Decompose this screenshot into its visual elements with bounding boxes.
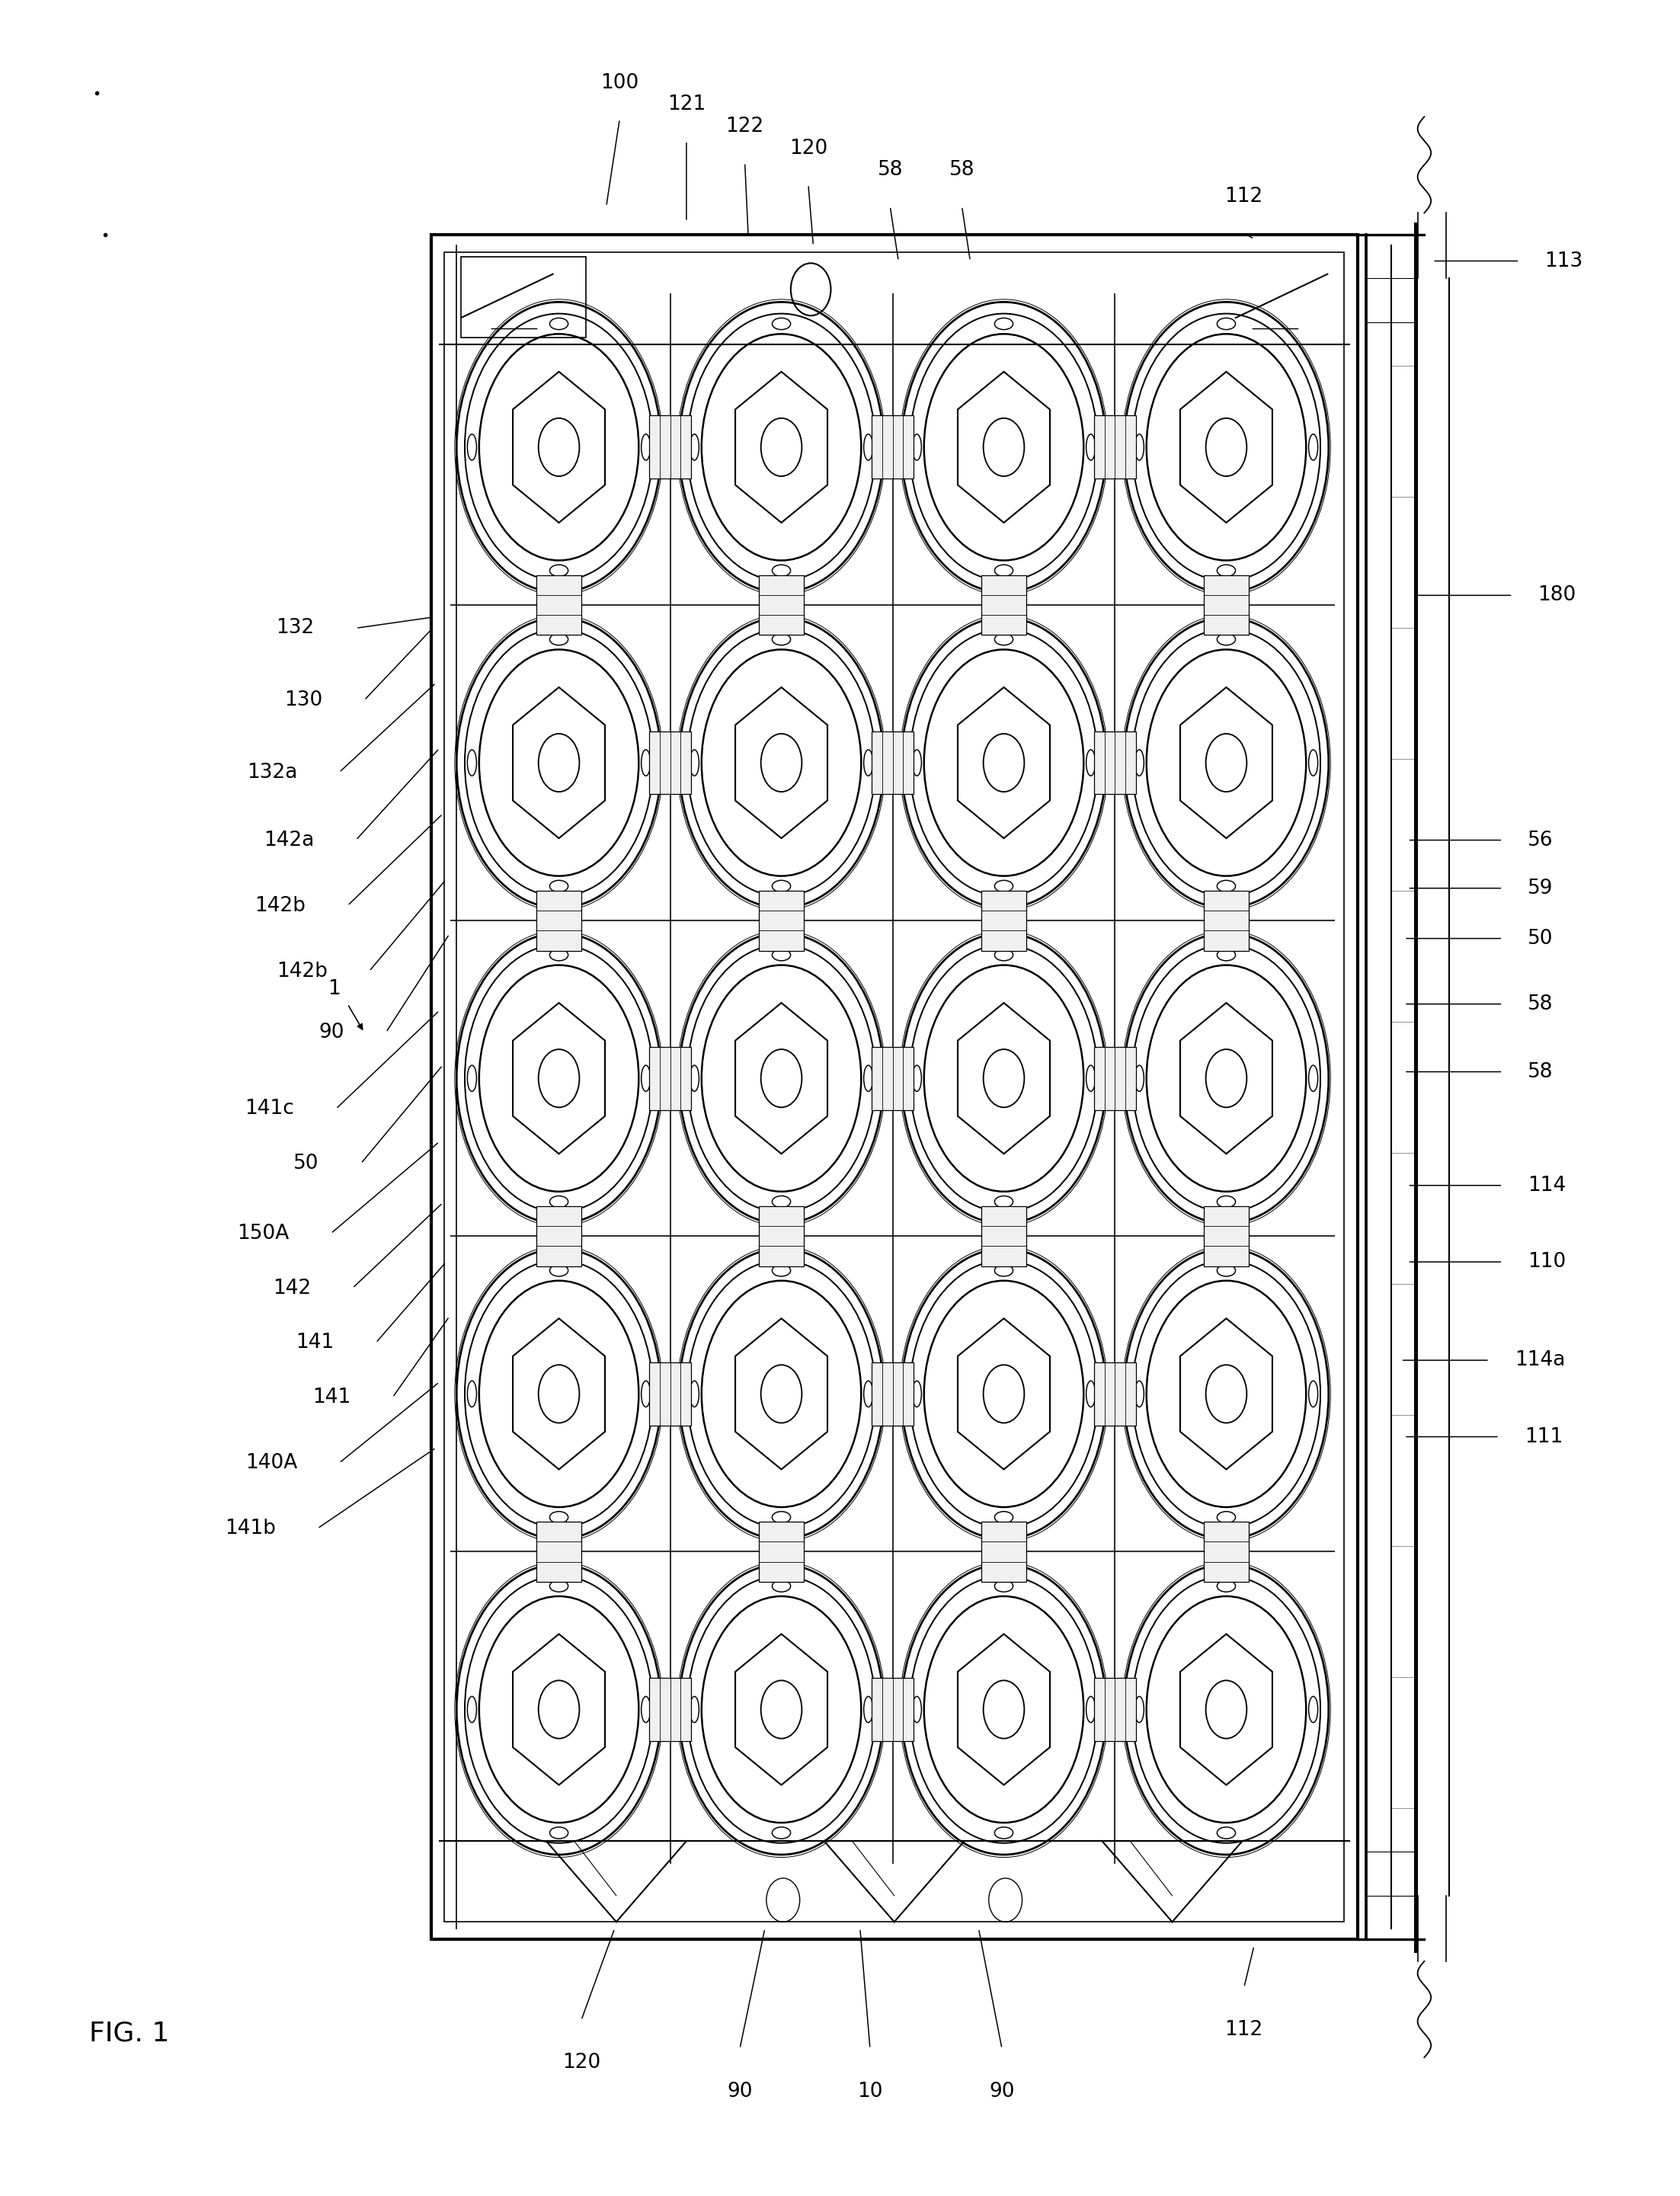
Text: 121: 121: [667, 94, 706, 114]
Text: 142b: 142b: [277, 962, 328, 982]
Bar: [981, 892, 1026, 951]
Bar: [759, 892, 803, 951]
Bar: [536, 575, 581, 635]
Bar: [981, 1522, 1026, 1581]
Text: 10: 10: [857, 2082, 882, 2102]
Text: FIG. 1: FIG. 1: [89, 2020, 170, 2047]
Text: 110: 110: [1527, 1252, 1566, 1271]
Bar: [648, 1047, 690, 1109]
Bar: [536, 892, 581, 951]
Bar: [536, 1206, 581, 1267]
Bar: [759, 575, 803, 635]
Text: 141: 141: [296, 1333, 334, 1353]
Text: 56: 56: [1527, 830, 1554, 850]
Bar: [432, 235, 1357, 1939]
Bar: [648, 1678, 690, 1741]
Text: 141b: 141b: [225, 1520, 276, 1539]
Text: 141c: 141c: [245, 1098, 294, 1118]
Text: 112: 112: [1225, 2020, 1263, 2040]
Text: 120: 120: [563, 2053, 600, 2073]
Bar: [872, 1362, 914, 1425]
Bar: [872, 415, 914, 479]
Text: 180: 180: [1537, 586, 1576, 606]
Text: 50: 50: [1527, 929, 1554, 949]
Bar: [872, 731, 914, 795]
Bar: [1094, 1362, 1136, 1425]
Bar: [648, 731, 690, 795]
Text: 120: 120: [790, 138, 828, 158]
Text: 100: 100: [600, 72, 638, 92]
Text: 114a: 114a: [1514, 1351, 1566, 1370]
Text: 132: 132: [276, 619, 314, 639]
Bar: [872, 1047, 914, 1109]
Text: 114: 114: [1527, 1175, 1566, 1195]
Text: 122: 122: [726, 116, 764, 136]
Bar: [1205, 575, 1248, 635]
Bar: [1205, 1522, 1248, 1581]
Text: 90: 90: [990, 2082, 1015, 2102]
Bar: [981, 575, 1026, 635]
Text: 58: 58: [949, 160, 974, 180]
Text: 113: 113: [1544, 250, 1583, 270]
Text: 141: 141: [312, 1388, 351, 1408]
Text: 90: 90: [319, 1023, 344, 1043]
Bar: [1094, 731, 1136, 795]
Text: 58: 58: [1527, 1063, 1554, 1083]
Bar: [648, 415, 690, 479]
Bar: [444, 253, 1344, 1922]
Bar: [759, 1522, 803, 1581]
Bar: [981, 1206, 1026, 1267]
Text: 90: 90: [727, 2082, 753, 2102]
Bar: [536, 1522, 581, 1581]
Text: 59: 59: [1527, 878, 1554, 898]
Bar: [460, 257, 586, 338]
Text: 111: 111: [1524, 1427, 1562, 1447]
Bar: [1094, 1047, 1136, 1109]
Bar: [759, 1206, 803, 1267]
Text: 140A: 140A: [245, 1454, 297, 1474]
Bar: [1094, 1678, 1136, 1741]
Bar: [1094, 415, 1136, 479]
Bar: [648, 1362, 690, 1425]
Text: 58: 58: [877, 160, 902, 180]
Text: 1: 1: [328, 979, 341, 999]
Text: 142a: 142a: [264, 830, 314, 850]
Text: 150A: 150A: [237, 1223, 289, 1243]
Text: 130: 130: [284, 690, 323, 709]
Text: 112: 112: [1225, 187, 1263, 206]
Text: 50: 50: [294, 1153, 319, 1173]
Text: 142: 142: [272, 1278, 311, 1298]
Bar: [1205, 1206, 1248, 1267]
Text: 142b: 142b: [255, 896, 306, 916]
Text: 132a: 132a: [247, 762, 297, 782]
Text: 58: 58: [1527, 995, 1554, 1015]
Bar: [1205, 892, 1248, 951]
Bar: [872, 1678, 914, 1741]
